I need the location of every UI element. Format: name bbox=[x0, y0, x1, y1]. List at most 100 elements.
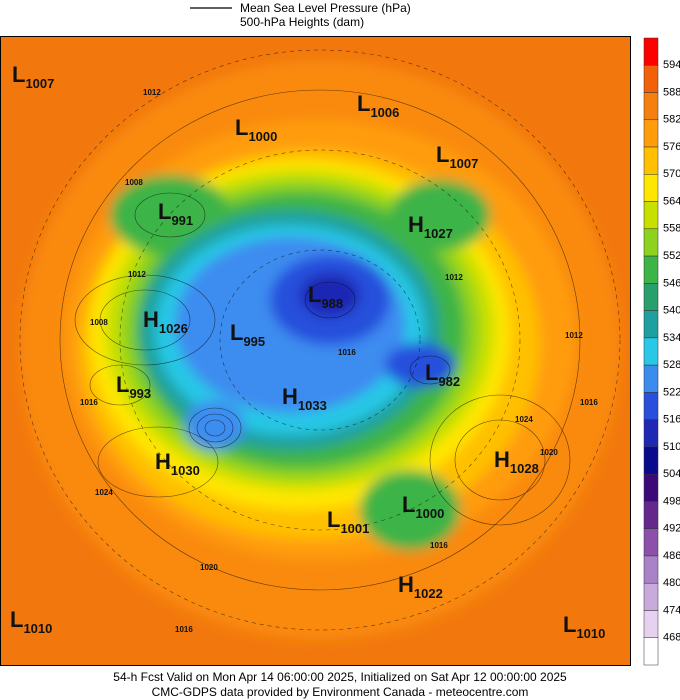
colorbar-swatch bbox=[643, 310, 659, 339]
contour-label: 1008 bbox=[90, 318, 108, 327]
colorbar-label: 528 bbox=[663, 359, 680, 371]
contour-label: 1012 bbox=[143, 88, 161, 97]
contour-label: 1020 bbox=[200, 563, 218, 572]
colorbar-swatch bbox=[643, 364, 659, 393]
center-type: L bbox=[357, 91, 370, 116]
colorbar-swatch bbox=[643, 501, 659, 529]
colorbar-label: 576 bbox=[663, 141, 680, 153]
pressure-center: H1030 bbox=[155, 449, 200, 478]
map-frame bbox=[0, 36, 631, 666]
colorbar-swatch bbox=[643, 528, 659, 557]
colorbar-swatch bbox=[643, 637, 659, 666]
center-type: L bbox=[116, 372, 129, 397]
colorbar-swatch bbox=[643, 283, 659, 311]
center-type: L bbox=[230, 320, 243, 345]
pressure-center: L993 bbox=[116, 372, 151, 401]
colorbar-swatch bbox=[643, 228, 659, 257]
center-value: 1033 bbox=[298, 398, 327, 413]
center-type: L bbox=[425, 360, 438, 385]
center-type: H bbox=[155, 449, 171, 474]
contour-label: 1020 bbox=[540, 448, 558, 457]
center-value: 1010 bbox=[576, 626, 605, 641]
colorbar-swatch bbox=[643, 446, 659, 475]
center-value: 995 bbox=[243, 334, 265, 349]
center-value: 1028 bbox=[510, 461, 539, 476]
center-type: L bbox=[235, 115, 248, 140]
contour-label: 1012 bbox=[445, 273, 463, 282]
pressure-center: H1026 bbox=[143, 307, 188, 336]
pressure-center: L1007 bbox=[436, 142, 478, 171]
center-value: 993 bbox=[129, 386, 151, 401]
center-value: 1007 bbox=[25, 76, 54, 91]
center-value: 1007 bbox=[449, 156, 478, 171]
colorbar-swatch bbox=[643, 610, 659, 638]
footer-text: CMC-GDPS data provided by Environment Ca… bbox=[152, 685, 529, 699]
colorbar-swatch bbox=[643, 146, 659, 175]
colorbar-swatch bbox=[643, 174, 659, 202]
colorbar-label: 546 bbox=[663, 277, 680, 289]
colorbar-label: 498 bbox=[663, 495, 680, 507]
center-value: 1030 bbox=[171, 463, 200, 478]
colorbar-label: 594 bbox=[663, 59, 680, 71]
colorbar-label: 492 bbox=[663, 523, 680, 535]
center-type: H bbox=[282, 384, 298, 409]
colorbar-label: 468 bbox=[663, 632, 680, 644]
pressure-center: L995 bbox=[230, 320, 265, 349]
center-value: 1006 bbox=[370, 105, 399, 120]
colorbar-label: 588 bbox=[663, 86, 680, 98]
colorbar-swatch bbox=[643, 473, 659, 502]
pressure-center: L1007 bbox=[12, 62, 54, 91]
colorbar: 594 588 582 576 570 564 558 552 546 540 534 528 522 5… bbox=[643, 37, 680, 666]
center-type: L bbox=[402, 492, 415, 517]
colorbar-swatch bbox=[643, 65, 659, 93]
pressure-center: L982 bbox=[425, 360, 460, 389]
center-type: L bbox=[158, 199, 171, 224]
center-type: L bbox=[10, 607, 23, 632]
center-type: L bbox=[12, 62, 25, 87]
footer-text: 54-h Fcst Valid on Mon Apr 14 06:00:00 2… bbox=[113, 670, 567, 684]
pressure-center: H1027 bbox=[408, 212, 453, 241]
pressure-center: L1001 bbox=[327, 507, 369, 536]
colorbar-label: 552 bbox=[663, 250, 680, 262]
center-value: 1022 bbox=[414, 586, 443, 601]
colorbar-label: 534 bbox=[663, 332, 680, 344]
colorbar-swatch bbox=[643, 419, 659, 448]
contour-label: 1024 bbox=[95, 488, 113, 497]
colorbar-swatch bbox=[643, 582, 659, 611]
center-type: H bbox=[494, 447, 510, 472]
colorbar-label: 480 bbox=[663, 577, 680, 589]
center-type: L bbox=[308, 282, 321, 307]
colorbar-label: 540 bbox=[663, 305, 680, 317]
colorbar-swatch bbox=[643, 37, 659, 66]
center-type: L bbox=[436, 142, 449, 167]
pressure-center: L1000 bbox=[402, 492, 444, 521]
colorbar-swatch bbox=[643, 255, 659, 284]
center-type: L bbox=[327, 507, 340, 532]
pressure-center: L988 bbox=[308, 282, 343, 311]
contour-label: 1016 bbox=[580, 398, 598, 407]
center-value: 1010 bbox=[23, 621, 52, 636]
pressure-center: H1022 bbox=[398, 572, 443, 601]
contour-label: 1024 bbox=[515, 415, 533, 424]
pressure-center: L1006 bbox=[357, 91, 399, 120]
colorbar-swatch bbox=[643, 92, 659, 121]
center-type: L bbox=[563, 612, 576, 637]
contour-label: 1008 bbox=[125, 178, 143, 187]
legend-text: Mean Sea Level Pressure (hPa) bbox=[240, 1, 411, 15]
center-type: H bbox=[408, 212, 424, 237]
colorbar-swatch bbox=[643, 392, 659, 420]
center-value: 982 bbox=[438, 374, 460, 389]
center-value: 991 bbox=[171, 213, 193, 228]
contour-label: 1016 bbox=[430, 541, 448, 550]
colorbar-swatch bbox=[643, 201, 659, 230]
contour-label: 1016 bbox=[338, 348, 356, 357]
center-type: H bbox=[143, 307, 159, 332]
pressure-center: H1033 bbox=[282, 384, 327, 413]
colorbar-label: 474 bbox=[663, 604, 680, 616]
colorbar-swatch bbox=[643, 555, 659, 584]
colorbar-label: 558 bbox=[663, 223, 680, 235]
center-value: 1026 bbox=[159, 321, 188, 336]
center-value: 1000 bbox=[415, 506, 444, 521]
